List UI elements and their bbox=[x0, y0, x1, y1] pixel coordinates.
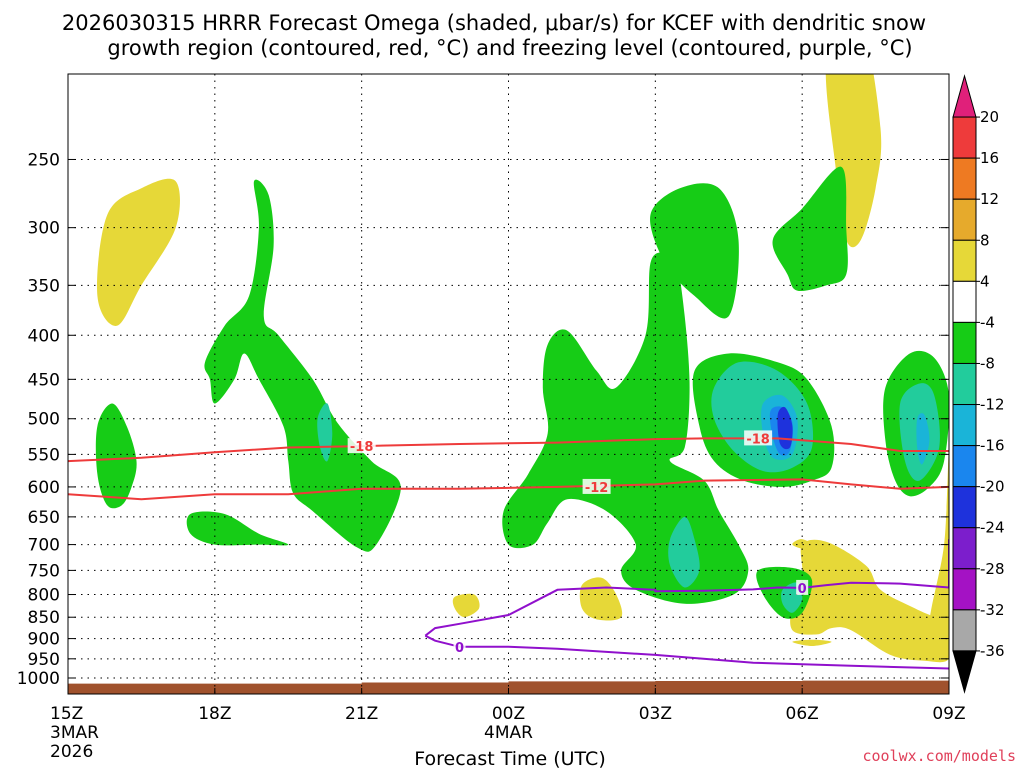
contour-label-bg bbox=[347, 438, 376, 454]
colorbar-label: -8 bbox=[980, 354, 995, 372]
colorbar-bin bbox=[952, 198, 977, 241]
contour-lines bbox=[68, 437, 949, 670]
x-tick-label: 00Z bbox=[492, 704, 525, 724]
x-tick-date: 3MAR bbox=[50, 723, 99, 743]
y-tick-label: 450 bbox=[28, 370, 60, 390]
dgz-contour bbox=[68, 478, 949, 501]
contour-label: -12 bbox=[585, 481, 609, 496]
x-tick-date: 4MAR bbox=[484, 723, 533, 743]
y-tick-label: 800 bbox=[28, 586, 60, 606]
contour-label: 0 bbox=[455, 641, 464, 656]
contour-label: -18 bbox=[350, 440, 374, 455]
colorbar-arrow-bottom bbox=[952, 650, 977, 694]
omega-region bbox=[792, 539, 817, 550]
omega-region bbox=[772, 166, 848, 292]
omega-region bbox=[204, 179, 401, 552]
x-tick-label: 03Z bbox=[639, 704, 672, 724]
chart-title: 2026030315 HRRR Forecast Omega (shaded, … bbox=[62, 11, 926, 60]
colorbar-label: 20 bbox=[980, 108, 999, 126]
contour-label-bg bbox=[744, 430, 773, 446]
colorbar-label: -36 bbox=[980, 642, 1005, 660]
y-tick-label: 500 bbox=[28, 410, 60, 430]
colorbar-arrow-top bbox=[952, 74, 977, 118]
colorbar-bin bbox=[952, 404, 977, 447]
plot-area: -18 -12 -18 0 0 bbox=[67, 73, 950, 695]
colorbar-label: -12 bbox=[980, 396, 1005, 414]
colorbar-bin bbox=[952, 239, 977, 282]
colorbar-label: -20 bbox=[980, 478, 1005, 496]
colorbar-bin bbox=[952, 157, 977, 200]
colorbar-label: 8 bbox=[980, 231, 990, 249]
colorbar-bin bbox=[952, 527, 977, 570]
contour-labels: -18 -12 -18 0 0 bbox=[347, 430, 809, 656]
colorbar-label: -28 bbox=[980, 560, 1005, 578]
colorbar-bin bbox=[952, 280, 977, 323]
colorbar-label: -24 bbox=[980, 519, 1005, 537]
colorbar-bin bbox=[952, 116, 977, 159]
y-tick-label: 1000 bbox=[17, 669, 60, 689]
title-line-2: growth region (contoured, red, °C) and f… bbox=[107, 36, 912, 60]
colorbar-bin bbox=[952, 609, 977, 652]
terrain-fill bbox=[68, 680, 949, 694]
omega-region bbox=[186, 511, 289, 546]
y-tick-label: 300 bbox=[28, 219, 60, 239]
omega-region bbox=[95, 403, 137, 509]
x-tick-label: 18Z bbox=[198, 704, 231, 724]
y-tick-label: 250 bbox=[28, 150, 60, 170]
omega-region bbox=[452, 593, 480, 618]
colorbar-label: -4 bbox=[980, 313, 995, 331]
x-tick-label: 09Z bbox=[932, 704, 965, 724]
colorbar-label: -16 bbox=[980, 437, 1005, 455]
colorbar-label: 16 bbox=[980, 149, 999, 167]
contour-label-bg bbox=[796, 579, 809, 595]
x-axis-label: Forecast Time (UTC) bbox=[414, 748, 605, 768]
colorbar-label: 4 bbox=[980, 272, 990, 290]
colorbar-label: -32 bbox=[980, 601, 1005, 619]
y-axis: 2503003504004505005506006507007508008509… bbox=[17, 150, 949, 689]
y-tick-label: 850 bbox=[28, 608, 60, 628]
y-tick-label: 700 bbox=[28, 536, 60, 556]
omega-region bbox=[668, 516, 700, 588]
omega-region bbox=[825, 74, 882, 248]
omega-region bbox=[792, 639, 832, 646]
omega-region bbox=[97, 178, 180, 326]
dgz-contour bbox=[68, 437, 949, 463]
y-tick-label: 350 bbox=[28, 276, 60, 296]
colorbar-label: 12 bbox=[980, 190, 999, 208]
colorbar-bin bbox=[952, 321, 977, 364]
colorbar-bin bbox=[952, 445, 977, 488]
credit-text: coolwx.com/models bbox=[862, 747, 1016, 765]
omega-region bbox=[929, 452, 949, 645]
y-tick-label: 900 bbox=[28, 630, 60, 650]
y-tick-label: 950 bbox=[28, 650, 60, 670]
x-tick-year: 2026 bbox=[50, 742, 93, 762]
omega-region bbox=[502, 246, 749, 604]
y-tick-label: 600 bbox=[28, 478, 60, 498]
x-tick-label: 21Z bbox=[345, 704, 378, 724]
title-line-1: 2026030315 HRRR Forecast Omega (shaded, … bbox=[62, 11, 926, 35]
colorbar-bin bbox=[952, 486, 977, 529]
y-tick-label: 650 bbox=[28, 508, 60, 528]
contour-label: -18 bbox=[746, 432, 770, 447]
terrain-layer bbox=[68, 680, 949, 694]
contour-label-bg bbox=[453, 638, 466, 654]
colorbar-bin bbox=[952, 362, 977, 406]
colorbar-bin bbox=[952, 568, 977, 611]
omega-shading bbox=[95, 74, 949, 663]
colorbar: 20 16 12 8 4 -4 -8 -12 -16 -20 -24 -28 -32 -36 bbox=[952, 74, 1005, 694]
x-tick-label: 06Z bbox=[786, 704, 819, 724]
contour-label-bg bbox=[582, 478, 611, 494]
y-tick-label: 400 bbox=[28, 326, 60, 346]
freezing-level-contour bbox=[424, 634, 949, 670]
y-tick-label: 750 bbox=[28, 561, 60, 581]
x-tick-label: 15Z bbox=[50, 704, 83, 724]
contour-label: 0 bbox=[798, 582, 807, 597]
freezing-level-contour bbox=[424, 539, 949, 637]
omega-region bbox=[650, 183, 739, 319]
y-tick-label: 550 bbox=[28, 445, 60, 465]
